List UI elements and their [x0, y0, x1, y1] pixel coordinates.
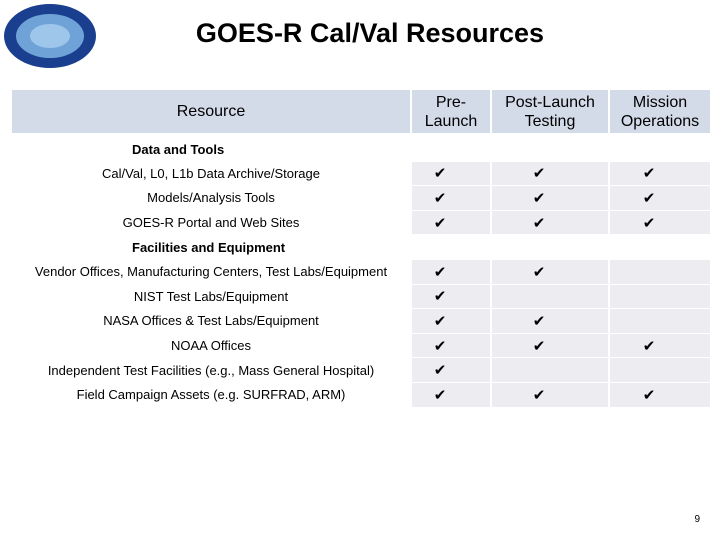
header-row: Resource Pre-Launch Post-Launch Testing Mis… [12, 90, 710, 134]
section-title: Data and Tools [132, 141, 225, 157]
table-cell: ✔ [610, 382, 710, 408]
table-cell: ✔ [412, 284, 490, 310]
logo [4, 4, 96, 68]
table-cell: NOAA Offices [12, 333, 410, 359]
check-mark: ✔ [433, 189, 447, 207]
check-mark: ✔ [433, 312, 447, 330]
check-mark: ✔ [642, 214, 656, 232]
table-cell: NASA Offices & Test Labs/Equipment [12, 309, 410, 334]
table-cell: ✔ [412, 259, 490, 285]
table-cell: ✔ [610, 210, 710, 236]
table-row: Cal/Val, L0, L1b Data Archive/Storage ✔ ✔ ✔ [12, 161, 710, 187]
resource-name: NASA Offices & Test Labs/Equipment [103, 313, 319, 329]
resource-name: GOES-R Portal and Web Sites [122, 215, 300, 231]
table-cell: GOES-R Portal and Web Sites [12, 210, 410, 236]
table-cell [492, 358, 608, 383]
check-mark: ✔ [532, 386, 546, 404]
table-cell: ✔ [610, 161, 710, 187]
table-cell: ✔ [610, 333, 710, 359]
table-cell: ✔ [412, 382, 490, 408]
check-mark: ✔ [532, 263, 546, 281]
check-mark: ✔ [433, 214, 447, 232]
check-mark: ✔ [532, 189, 546, 207]
table-cell [610, 259, 710, 285]
table-cell: ✔ [412, 309, 490, 334]
logo-center [30, 24, 70, 48]
table-cell [610, 284, 710, 310]
check-mark: ✔ [433, 337, 447, 355]
check-mark: ✔ [642, 337, 656, 355]
table-cell [492, 284, 608, 310]
table-cell: ✔ [412, 186, 490, 211]
resource-name: Field Campaign Assets (e.g. SURFRAD, ARM… [76, 387, 346, 403]
table-cell: NIST Test Labs/Equipment [12, 284, 410, 310]
table-cell: Cal/Val, L0, L1b Data Archive/Storage [12, 161, 410, 187]
table-row: Vendor Offices, Manufacturing Centers, T… [12, 259, 710, 285]
resource-name: Vendor Offices, Manufacturing Centers, T… [34, 264, 388, 280]
table-cell: ✔ [492, 382, 608, 408]
table-cell: Independent Test Facilities (e.g., Mass … [12, 358, 410, 383]
title: GOES-R Cal/Val Resources [195, 18, 545, 48]
check-mark: ✔ [433, 263, 447, 281]
table-cell: Vendor Offices, Manufacturing Centers, T… [12, 259, 410, 285]
table-row: Independent Test Facilities (e.g., Mass … [12, 358, 710, 383]
table-cell: ✔ [412, 358, 490, 383]
resource-name: Models/Analysis Tools [147, 190, 275, 206]
table-cell [610, 309, 710, 334]
check-mark: ✔ [532, 337, 546, 355]
table-cell: ✔ [492, 309, 608, 334]
check-mark: ✔ [532, 214, 546, 232]
table-row: Models/Analysis Tools ✔ ✔ ✔ [12, 186, 710, 211]
table-cell: ✔ [492, 161, 608, 187]
table-cell: ✔ [492, 210, 608, 236]
table-cell: ✔ [492, 333, 608, 359]
resource-name: Independent Test Facilities (e.g., Mass … [47, 362, 375, 378]
resource-name: NOAA Offices [171, 338, 251, 354]
table: Resource Pre-Launch Post-Launch Testing Mis… [12, 90, 710, 408]
check-mark: ✔ [433, 362, 447, 380]
table-row: Field Campaign Assets (e.g. SURFRAD, ARM… [12, 382, 710, 408]
check-mark: ✔ [642, 386, 656, 404]
table-row: NOAA Offices ✔ ✔ ✔ [12, 333, 710, 359]
page-number: 9 [694, 514, 700, 525]
check-mark: ✔ [532, 165, 546, 183]
check-mark: ✔ [642, 189, 656, 207]
check-mark: ✔ [642, 165, 656, 183]
table-row: GOES-R Portal and Web Sites ✔ ✔ ✔ [12, 210, 710, 236]
resource-name: Cal/Val, L0, L1b Data Archive/Storage [102, 165, 320, 181]
table-cell: ✔ [492, 259, 608, 285]
table-cell: ✔ [492, 186, 608, 211]
column-header: Mission Operations [610, 90, 710, 134]
section-title: Facilities and Equipment [132, 240, 286, 256]
table-cell: ✔ [412, 210, 490, 236]
column-header: Pre-Launch [412, 90, 490, 134]
check-mark: ✔ [532, 312, 546, 330]
check-mark: ✔ [433, 165, 447, 183]
column-header: Resource [12, 90, 410, 134]
check-mark: ✔ [433, 386, 447, 404]
table-cell: Models/Analysis Tools [12, 186, 410, 211]
table-cell [610, 358, 710, 383]
column-header: Post-Launch Testing [492, 90, 608, 134]
table-row: NASA Offices & Test Labs/Equipment ✔ ✔ [12, 309, 710, 334]
table-cell: ✔ [610, 186, 710, 211]
table-cell: ✔ [412, 333, 490, 359]
table-cell: ✔ [412, 161, 490, 187]
table-row: NIST Test Labs/Equipment ✔ [12, 284, 710, 310]
resource-name: NIST Test Labs/Equipment [133, 288, 289, 304]
table-cell: Field Campaign Assets (e.g. SURFRAD, ARM… [12, 382, 410, 408]
check-mark: ✔ [433, 288, 447, 306]
